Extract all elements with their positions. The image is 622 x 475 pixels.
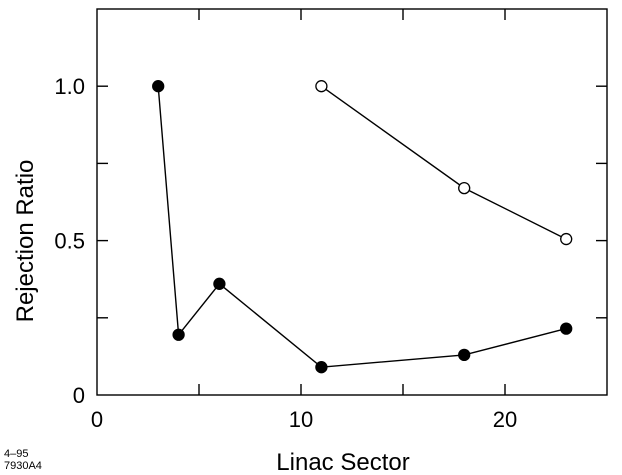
x-tick-label: 0 (91, 407, 103, 432)
x-tick-label: 20 (493, 407, 517, 432)
series-2-point (560, 232, 573, 246)
series-1-line (157, 86, 567, 368)
figure-id-line-2: 7930A4 (4, 460, 42, 472)
y-tick-label: 0 (73, 383, 85, 408)
data-series (152, 80, 573, 374)
axis-tick-labels: 0 10 20 0 0.5 1.0 (54, 74, 517, 432)
series-1-point (152, 80, 165, 93)
series-1-point (315, 361, 328, 374)
series-2-point (458, 181, 471, 195)
series-2-point (315, 80, 328, 93)
axis-ticks (97, 9, 607, 395)
y-tick-label: 1.0 (54, 74, 85, 99)
y-tick-label: 0.5 (54, 229, 85, 254)
x-tick-label: 10 (289, 407, 313, 432)
series-1-point (560, 322, 573, 335)
x-axis-title: Linac Sector (276, 449, 409, 475)
series-2-line (320, 85, 567, 240)
series-1-point (172, 328, 185, 341)
series-1-point (458, 348, 471, 362)
plot-frame (96, 8, 608, 396)
figure-id-line-1: 4–95 (4, 448, 28, 460)
series-1-point (213, 277, 226, 290)
y-axis-title: Rejection Ratio (12, 160, 39, 323)
